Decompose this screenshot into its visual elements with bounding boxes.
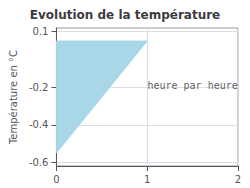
svg-text:Température en °C: Température en °C [8, 50, 19, 145]
svg-text:2: 2 [235, 174, 241, 185]
svg-text:0: 0 [53, 174, 59, 185]
svg-text:-0.4: -0.4 [29, 119, 49, 130]
svg-text:1: 1 [144, 174, 150, 185]
svg-text:-0.2: -0.2 [29, 82, 49, 93]
svg-text:0.1: 0.1 [33, 26, 49, 37]
svg-text:heure par heure: heure par heure [147, 80, 237, 91]
svg-text:-0.6: -0.6 [29, 157, 49, 168]
svg-text:Evolution de la température: Evolution de la température [30, 8, 221, 22]
